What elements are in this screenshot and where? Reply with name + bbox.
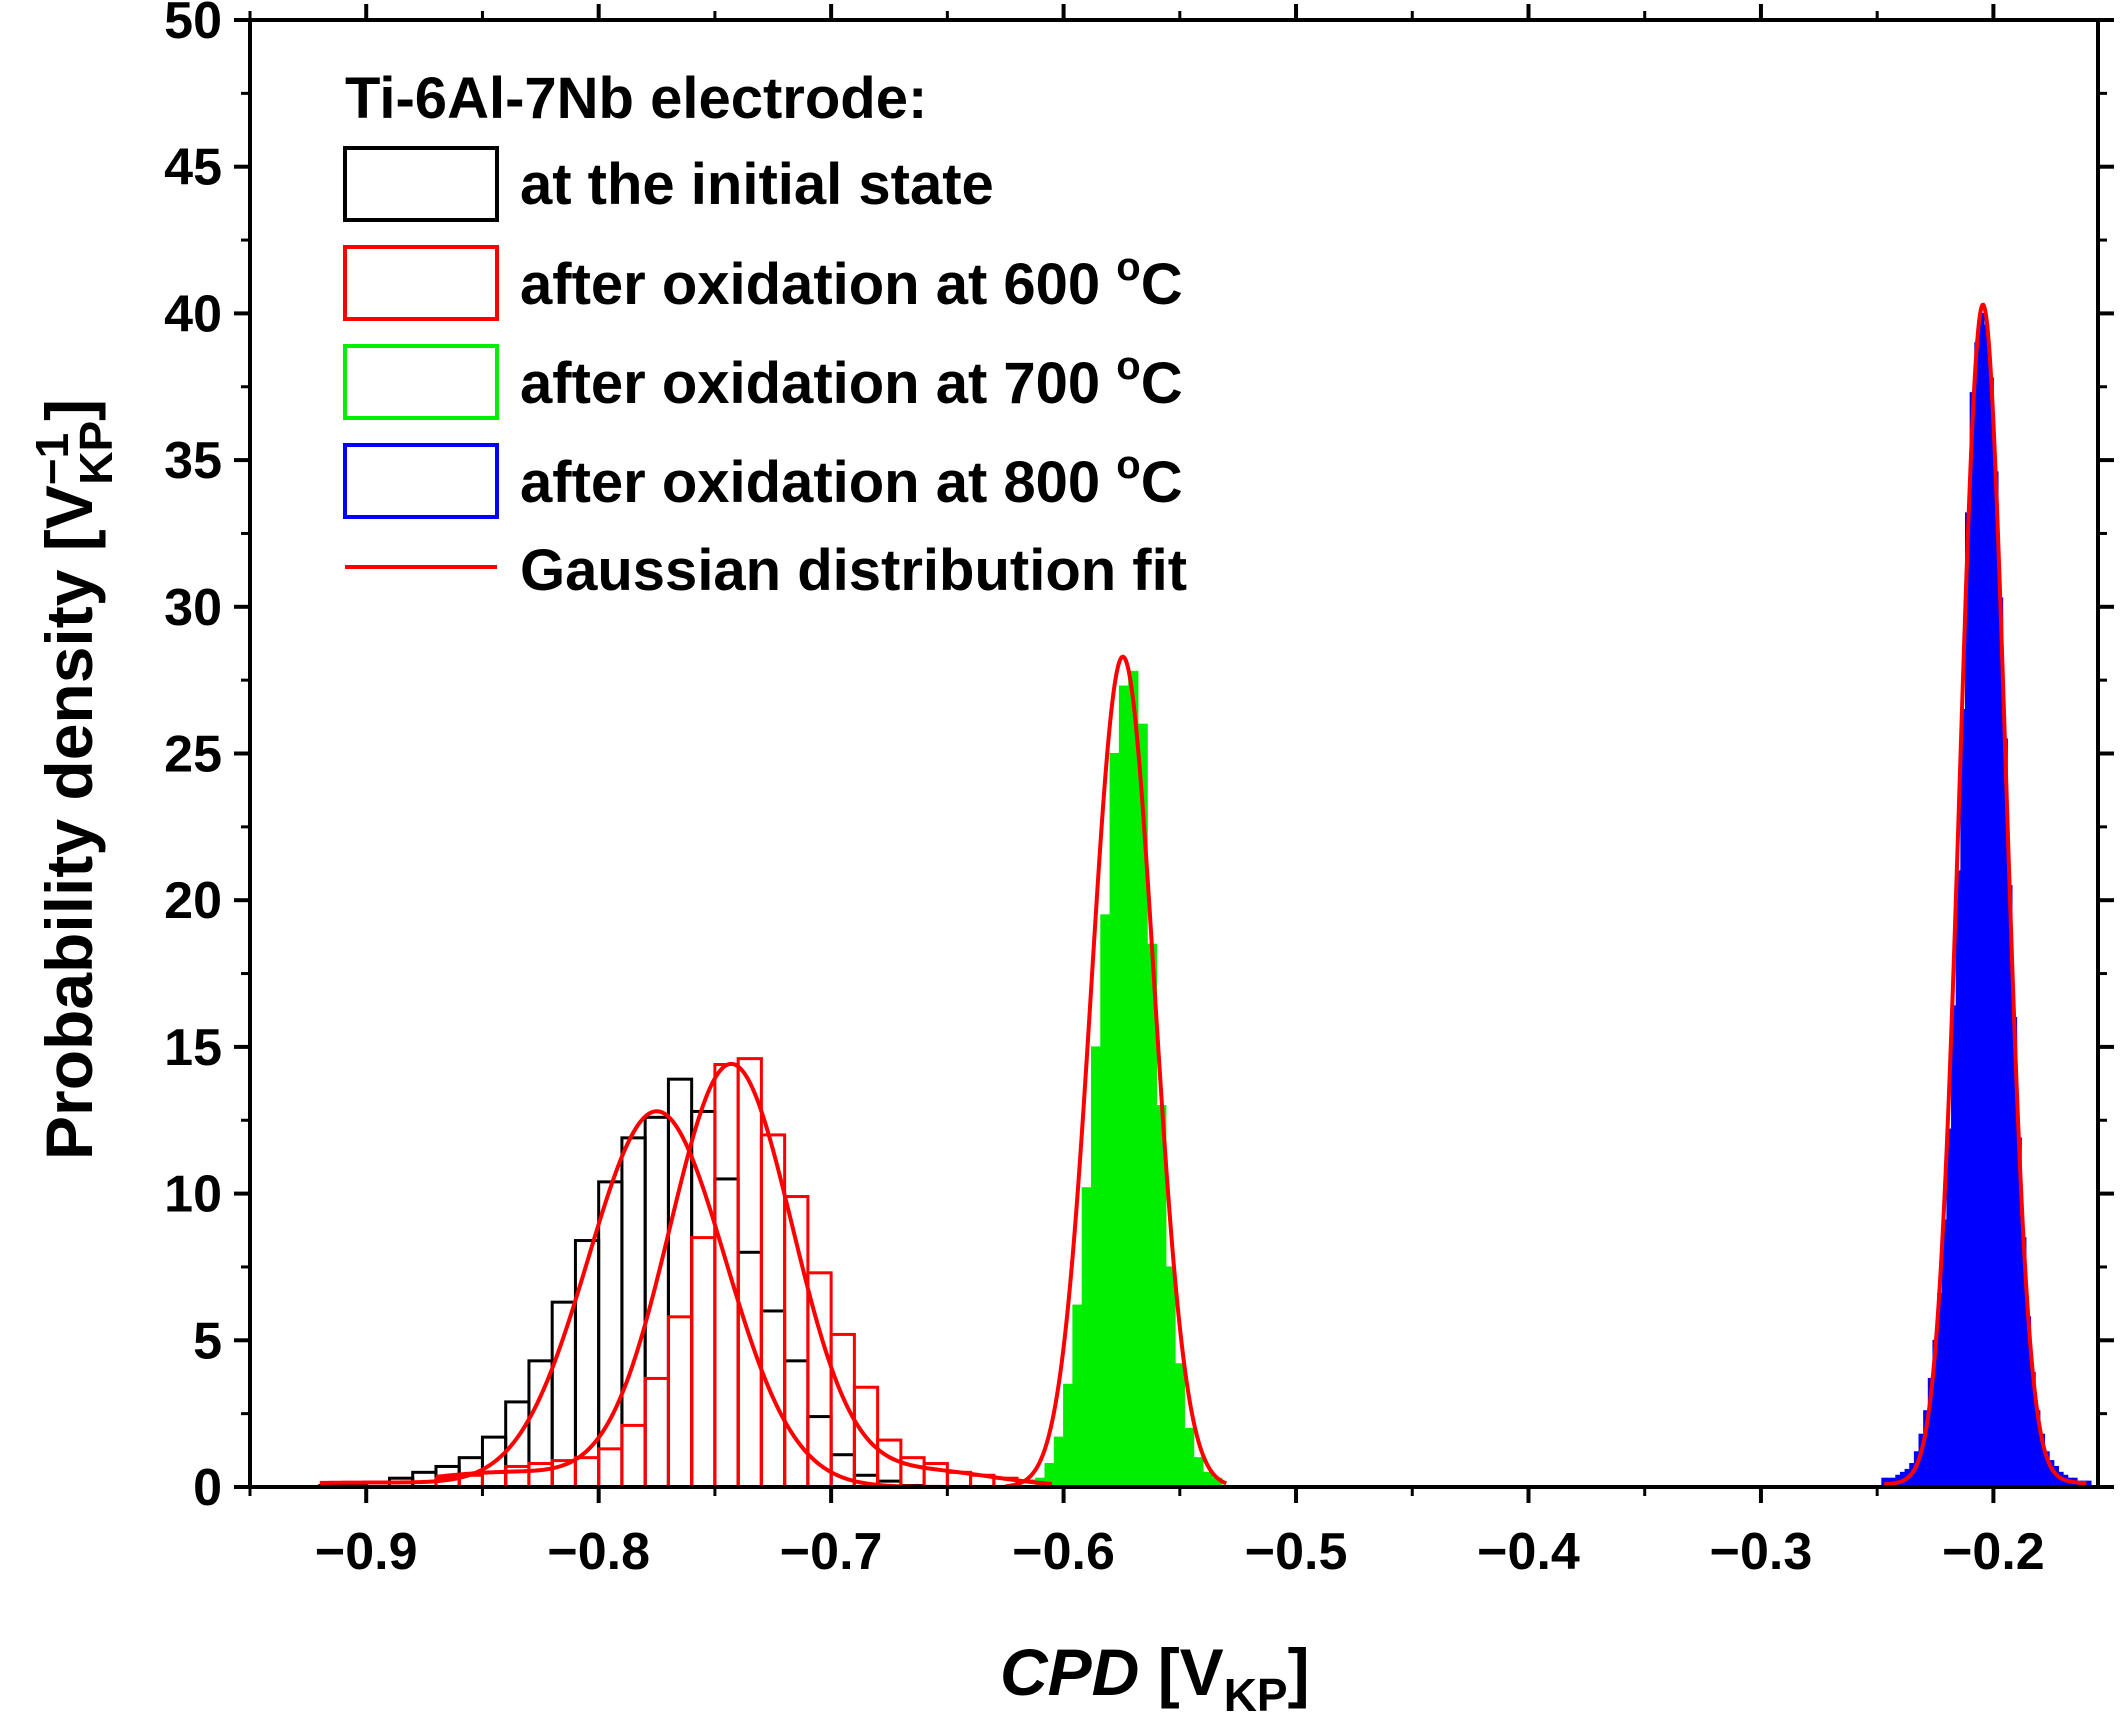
legend-swatch-600	[343, 245, 499, 321]
x-axis-title: CPD [VKP]	[1000, 1635, 1310, 1721]
x-axis-title-bracket: [V	[1139, 1635, 1223, 1709]
histogram-bar	[1965, 512, 1971, 1488]
histogram-bar	[1992, 471, 1999, 1488]
legend-label-fit: Gaussian distribution fit	[520, 538, 1187, 603]
legend-label-800-unit: C	[1141, 450, 1183, 515]
legend-label-700-sup: o	[1116, 344, 1140, 388]
x-axis-title-close: ]	[1288, 1635, 1310, 1709]
legend-label-800-sup: o	[1116, 443, 1140, 487]
legend-label-600-unit: C	[1141, 252, 1183, 317]
y-tick-label: 5	[193, 1312, 222, 1370]
histogram-bar	[1988, 377, 1994, 1488]
histogram-bar	[1090, 1046, 1102, 1488]
legend: Ti-6Al-7Nb electrode: at the initial sta…	[343, 66, 1187, 603]
histogram-bar	[1165, 1266, 1176, 1488]
legend-label-700-text: after oxidation at 700	[520, 351, 1116, 416]
x-tick-label: −0.6	[1012, 1523, 1115, 1581]
y-axis-title-close: ]	[32, 399, 106, 421]
histogram-bar	[1202, 1471, 1213, 1488]
axis-ticks	[234, 4, 2114, 1503]
histogram-bar	[1951, 1005, 1957, 1488]
legend-swatch-800	[343, 443, 499, 519]
legend-label-600-sup: o	[1116, 245, 1140, 289]
y-axis-title-sub: KP	[70, 421, 122, 485]
y-tick-label: 50	[164, 0, 222, 50]
y-tick-labels: 0 5 10 15 20 25 30 35 40 45 50	[164, 0, 222, 1517]
x-axis-title-sub: KP	[1224, 1669, 1288, 1721]
legend-label-700-unit: C	[1141, 351, 1183, 416]
histogram-bar	[1118, 685, 1130, 1488]
y-tick-label: 40	[164, 285, 222, 343]
y-tick-label: 35	[164, 432, 222, 490]
legend-label-600-text: after oxidation at 600	[520, 252, 1116, 317]
histogram-bar	[1174, 1363, 1185, 1488]
gaussian-fit-curve-2	[1005, 654, 1228, 1489]
gaussian-fit-curve-1	[435, 1061, 1053, 1486]
histogram-bar	[1109, 753, 1120, 1488]
y-axis-title-sup: −1	[26, 433, 78, 485]
x-tick-label: −0.7	[780, 1523, 883, 1581]
legend-label-800-text: after oxidation at 800	[520, 450, 1116, 515]
histogram-bar	[1974, 342, 1980, 1488]
x-tick-label: −0.5	[1245, 1523, 1348, 1581]
y-tick-label: 20	[164, 872, 222, 930]
histogram-bar	[1193, 1457, 1204, 1488]
legend-label-800: after oxidation at 800 oC	[520, 443, 1183, 515]
x-tick-label: −0.4	[1477, 1523, 1580, 1581]
histogram-bar	[1081, 1187, 1092, 1488]
y-axis-title-main: Probability density [V	[32, 485, 106, 1160]
legend-swatch-initial	[343, 146, 499, 222]
histogram-bar	[1183, 1427, 1195, 1488]
histogram-bar	[1978, 312, 1985, 1488]
x-tick-label: −0.8	[547, 1523, 650, 1581]
legend-swatch-700	[343, 344, 499, 420]
x-tick-label: −0.9	[315, 1523, 418, 1581]
histogram-bar	[1100, 914, 1111, 1488]
histogram-bar	[1960, 708, 1967, 1488]
y-tick-label: 30	[164, 579, 222, 637]
x-tick-label: −0.2	[1942, 1523, 2045, 1581]
x-tick-label: −0.3	[1710, 1523, 1813, 1581]
y-tick-label: 25	[164, 726, 222, 784]
gaussian-fit-curve-3	[1883, 302, 2087, 1487]
x-axis-title-main: CPD	[1000, 1635, 1139, 1709]
histogram-bar	[1072, 1304, 1083, 1488]
histogram-bar	[1063, 1383, 1074, 1488]
histogram-bar	[1997, 597, 2004, 1488]
y-tick-label: 0	[193, 1459, 222, 1517]
series-2-bars	[1035, 670, 1223, 1488]
histogram-bar	[1983, 324, 1990, 1488]
y-tick-label: 10	[164, 1166, 222, 1224]
histogram-bar	[1128, 670, 1139, 1488]
y-axis-title: Probability density [V−1KP]	[26, 399, 122, 1160]
legend-label-600: after oxidation at 600 oC	[520, 245, 1183, 317]
legend-label-initial: at the initial state	[520, 152, 994, 217]
x-tick-labels: −0.9 −0.8 −0.7 −0.6 −0.5 −0.4 −0.3 −0.2	[315, 1523, 2045, 1581]
gaussian-fit-curve-0	[319, 1109, 948, 1489]
gaussian-fit-curves	[319, 302, 2087, 1489]
histogram-bar	[1955, 870, 1962, 1488]
histogram-bar	[1946, 1128, 1953, 1488]
y-tick-label: 45	[164, 139, 222, 197]
y-tick-label: 15	[164, 1019, 222, 1077]
histogram-bar	[1053, 1436, 1065, 1488]
legend-title: Ti-6Al-7Nb electrode:	[345, 66, 927, 131]
legend-label-700: after oxidation at 700 oC	[520, 344, 1183, 416]
histogram-bar	[1969, 392, 1976, 1488]
